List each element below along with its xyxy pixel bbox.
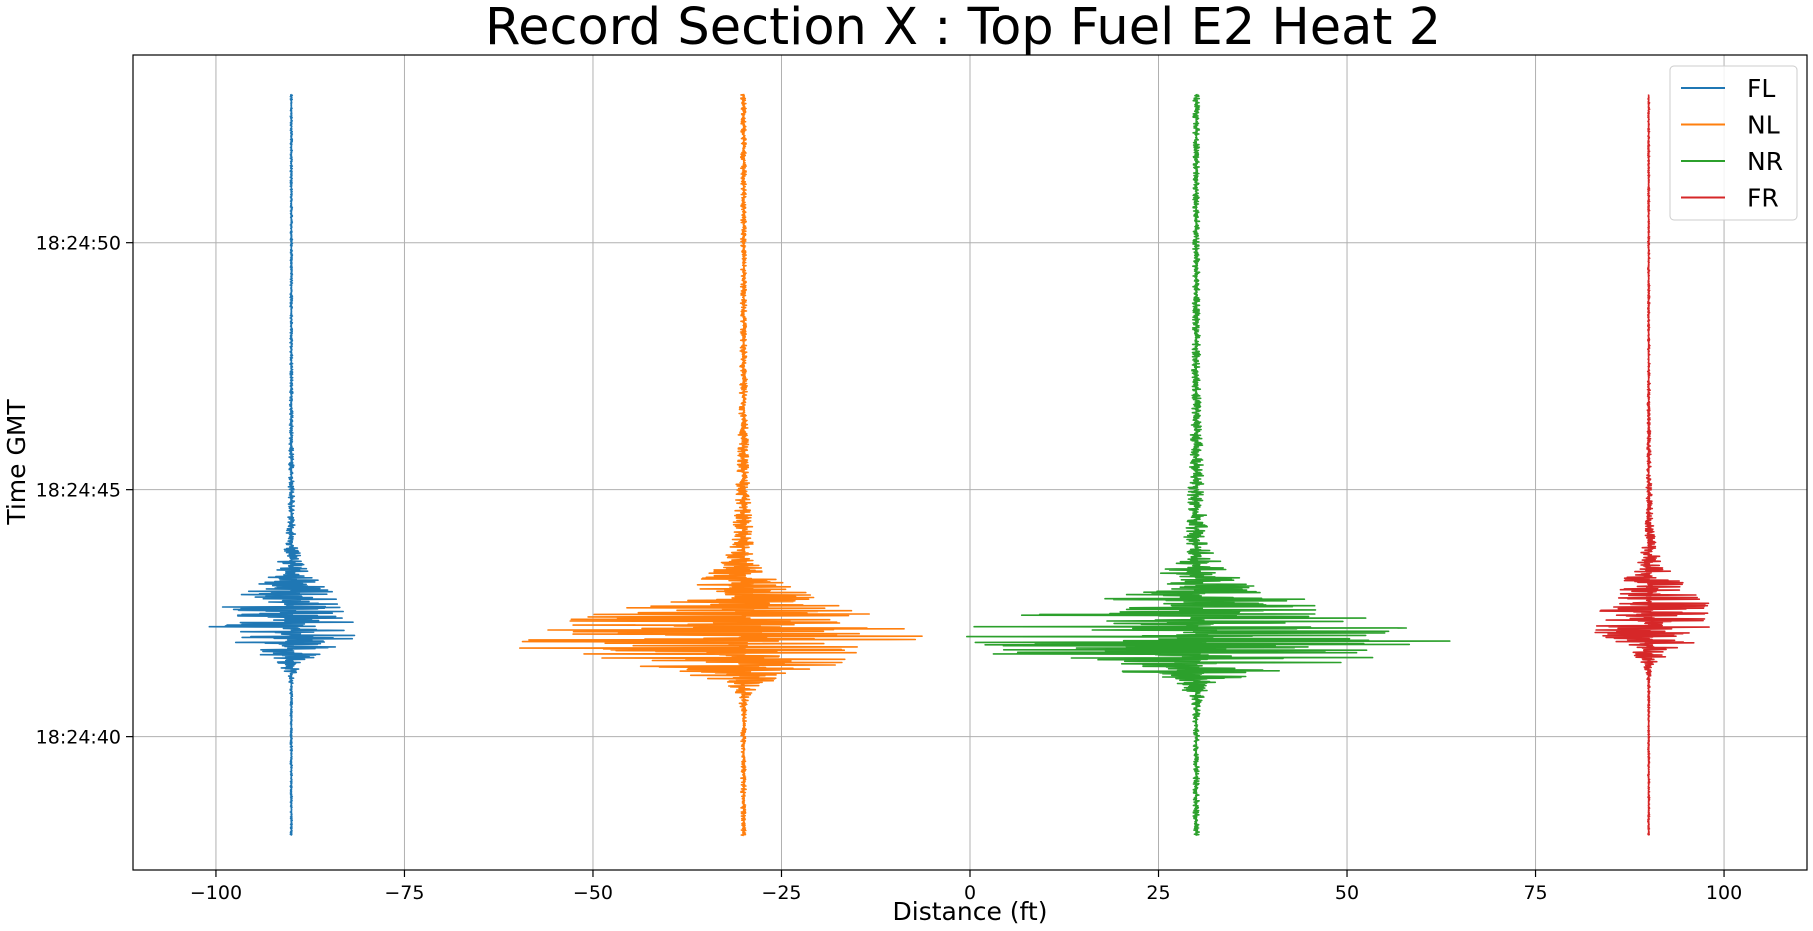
x-tick-label: −50 xyxy=(573,882,613,904)
legend-label-nr: NR xyxy=(1747,147,1783,176)
legend-label-fl: FL xyxy=(1747,74,1775,103)
x-tick-label: −75 xyxy=(384,882,424,904)
y-axis-label: Time GMT xyxy=(2,399,31,526)
chart-title: Record Section X : Top Fuel E2 Heat 2 xyxy=(485,0,1441,57)
series-trace-fr xyxy=(1594,94,1710,836)
x-tick-label: −25 xyxy=(761,882,801,904)
seismic-traces xyxy=(208,93,1710,837)
x-tick-label: 75 xyxy=(1523,882,1547,904)
x-axis-ticks: −100 −75 −50 −25 0 25 50 75 100 xyxy=(190,870,1742,904)
series-trace-nl xyxy=(519,93,923,837)
x-tick-label: 25 xyxy=(1146,882,1170,904)
series-trace-fl xyxy=(208,93,356,836)
grid-lines xyxy=(133,55,1807,870)
legend-label-fr: FR xyxy=(1747,184,1779,213)
legend-box xyxy=(1669,65,1798,221)
y-tick-label: 18:24:45 xyxy=(36,480,121,502)
x-tick-label: 0 xyxy=(964,882,976,904)
y-tick-label: 18:24:50 xyxy=(36,233,121,255)
x-axis-label: Distance (ft) xyxy=(893,897,1048,926)
series-trace-nr xyxy=(966,93,1451,837)
x-tick-label: 50 xyxy=(1335,882,1359,904)
x-tick-label: 100 xyxy=(1706,882,1742,904)
x-tick-label: −100 xyxy=(190,882,242,904)
y-axis-ticks: 18:24:40 18:24:45 18:24:50 xyxy=(36,233,133,749)
y-tick-label: 18:24:40 xyxy=(36,727,121,749)
legend-label-nl: NL xyxy=(1747,111,1780,140)
legend: FL NL NR FR xyxy=(1669,65,1798,221)
